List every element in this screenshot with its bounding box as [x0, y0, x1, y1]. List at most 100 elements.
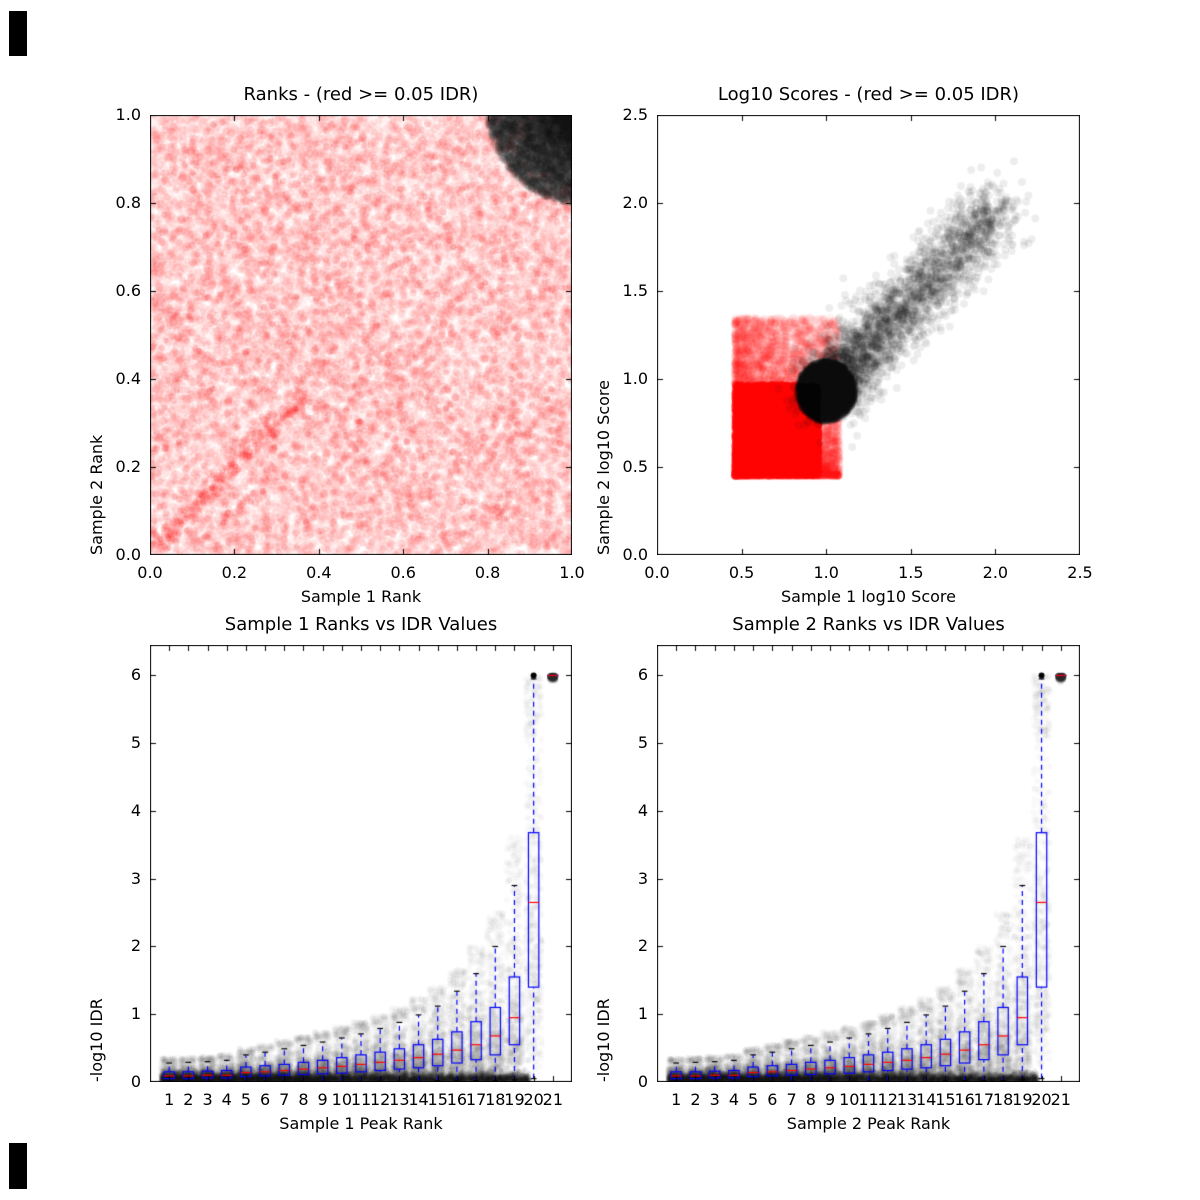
x-tick-label: 1 — [164, 1090, 175, 1109]
y-tick-label: 3 — [637, 868, 648, 888]
y-tick-label: 2.5 — [622, 105, 648, 125]
x-tick-label: 2 — [690, 1090, 701, 1109]
y-tick-labels: 0 1 2 3 4 5 6 — [597, 645, 657, 1092]
x-tick-label: 4 — [728, 1090, 739, 1109]
y-tick-label: 6 — [130, 665, 141, 685]
y-tick-labels: 0.0 0.2 0.4 0.6 0.8 1.0 — [90, 105, 150, 564]
plot-title: Sample 1 Ranks vs IDR Values — [224, 614, 498, 635]
x-tick-label: 14 — [915, 1090, 937, 1109]
y-tick-label: 0.0 — [622, 545, 648, 565]
x-tick-label: 0.0 — [644, 563, 670, 582]
x-tick-labels: 1 2 3 4 5 6 7 8 9 10 11 12 13 14 15 16 17 18 19 20 21 — [657, 1082, 1080, 1112]
y-tick-label: 1.0 — [115, 105, 141, 125]
y-tick-label: 1.5 — [622, 281, 648, 301]
x-tick-label: 6 — [259, 1090, 271, 1109]
rank-scatter-canvas — [150, 115, 572, 555]
x-tick-label: 19 — [504, 1090, 525, 1109]
x-tick-label: 0.8 — [474, 563, 501, 582]
y-tick-label: 2 — [130, 936, 141, 956]
x-tick-label: 21 — [542, 1090, 563, 1109]
x-tick-label: 11 — [858, 1090, 879, 1109]
x-tick-label: 1 — [671, 1090, 682, 1109]
y-tick-label: 3 — [130, 868, 141, 888]
x-tick-label: 12 — [369, 1090, 391, 1109]
x-tick-label: 16 — [954, 1090, 975, 1109]
x-tick-label: 14 — [408, 1090, 429, 1109]
y-tick-label: 5 — [130, 733, 141, 753]
y-tick-label: 0.0 — [115, 545, 141, 565]
x-tick-label: 17 — [465, 1090, 487, 1109]
y-tick-label: 4 — [130, 801, 141, 821]
sample1-idr-boxplot-canvas — [150, 645, 572, 1082]
y-tick-label: 2.0 — [622, 193, 648, 213]
y-tick-label: 0.5 — [622, 457, 648, 477]
x-tick-label: 10 — [331, 1090, 352, 1109]
background-artifact-top-left — [9, 11, 27, 56]
y-tick-label: 4 — [637, 801, 648, 821]
y-tick-label: 0 — [130, 1072, 141, 1092]
x-tick-label: 6 — [767, 1090, 778, 1109]
y-tick-label: 0 — [637, 1072, 648, 1092]
x-axis-label: Sample 2 Peak Rank — [786, 1114, 951, 1133]
x-tick-label: 9 — [317, 1090, 328, 1109]
x-axis-label: Sample 1 Rank — [300, 587, 422, 606]
background-artifact-bottom-left — [9, 1143, 27, 1189]
x-tick-label: 19 — [1012, 1090, 1033, 1109]
x-tick-label: 18 — [485, 1090, 506, 1109]
x-tick-label: 4 — [221, 1090, 232, 1109]
x-tick-label: 21 — [1050, 1090, 1071, 1109]
y-tick-labels: 0.0 0.5 1.0 1.5 2.0 2.5 — [597, 105, 657, 564]
x-tick-label: 16 — [446, 1090, 468, 1109]
y-tick-label: 1.0 — [622, 369, 648, 389]
x-tick-label: 2.0 — [982, 563, 1009, 582]
y-tick-label: 2 — [637, 936, 648, 956]
y-tick-label: 1 — [637, 1004, 648, 1024]
y-tick-label: 0.8 — [115, 193, 141, 213]
sample2-idr-boxplot-canvas — [657, 645, 1080, 1082]
x-tick-label: 11 — [350, 1090, 372, 1109]
x-tick-label: 0.0 — [137, 563, 163, 582]
subplot-log10-score-scatter: Log10 Scores - (red >= 0.05 IDR) Sample … — [594, 84, 1093, 606]
x-tick-labels: 0.0 0.5 1.0 1.5 2.0 2.5 — [644, 555, 1092, 585]
x-tick-label: 2.5 — [1067, 563, 1093, 582]
plot-title: Ranks - (red >= 0.05 IDR) — [243, 84, 479, 105]
x-tick-label: 18 — [992, 1090, 1014, 1109]
y-tick-label: 6 — [637, 665, 648, 685]
x-tick-label: 20 — [523, 1090, 544, 1109]
x-tick-label: 0.4 — [306, 563, 332, 582]
x-tick-label: 2 — [183, 1090, 194, 1109]
y-tick-label: 1 — [130, 1004, 141, 1024]
y-tick-label: 5 — [637, 733, 648, 753]
x-tick-label: 10 — [839, 1090, 860, 1109]
x-tick-label: 5 — [748, 1090, 759, 1109]
x-tick-label: 5 — [240, 1090, 251, 1109]
x-tick-label: 20 — [1031, 1090, 1052, 1109]
x-tick-label: 7 — [279, 1090, 290, 1109]
x-axis-label: Sample 1 Peak Rank — [279, 1114, 443, 1133]
x-tick-label: 3 — [202, 1090, 213, 1109]
subplot-rank-scatter: Ranks - (red >= 0.05 IDR) Sample 2 Rank … — [87, 84, 585, 606]
x-tick-labels: 0.0 0.2 0.4 0.6 0.8 1.0 — [137, 555, 584, 585]
x-tick-label: 8 — [805, 1090, 816, 1109]
subplot-sample2-idr-boxplot: Sample 2 Ranks vs IDR Values -log10 IDR … — [594, 614, 1080, 1133]
y-tick-label: 0.6 — [115, 281, 141, 301]
x-tick-label: 15 — [427, 1090, 448, 1109]
x-tick-label: 15 — [935, 1090, 956, 1109]
x-tick-label: 0.6 — [390, 563, 416, 582]
x-tick-label: 3 — [709, 1090, 720, 1109]
y-tick-label: 0.2 — [115, 457, 141, 477]
x-tick-label: 1.5 — [898, 563, 924, 582]
x-tick-label: 17 — [973, 1090, 995, 1109]
x-axis-label: Sample 1 log10 Score — [781, 587, 956, 606]
subplot-sample1-idr-boxplot: Sample 1 Ranks vs IDR Values -log10 IDR … — [87, 614, 572, 1133]
plot-title: Sample 2 Ranks vs IDR Values — [732, 614, 1005, 635]
x-tick-label: 8 — [298, 1090, 309, 1109]
x-tick-label: 0.2 — [221, 563, 248, 582]
x-tick-label: 1.0 — [813, 563, 839, 582]
x-tick-label: 0.5 — [728, 563, 755, 582]
y-tick-labels: 0 1 2 3 4 5 6 — [90, 645, 150, 1092]
x-tick-label: 13 — [389, 1090, 410, 1109]
x-tick-label: 9 — [824, 1090, 836, 1109]
x-tick-label: 7 — [786, 1090, 797, 1109]
x-tick-label: 13 — [896, 1090, 918, 1109]
